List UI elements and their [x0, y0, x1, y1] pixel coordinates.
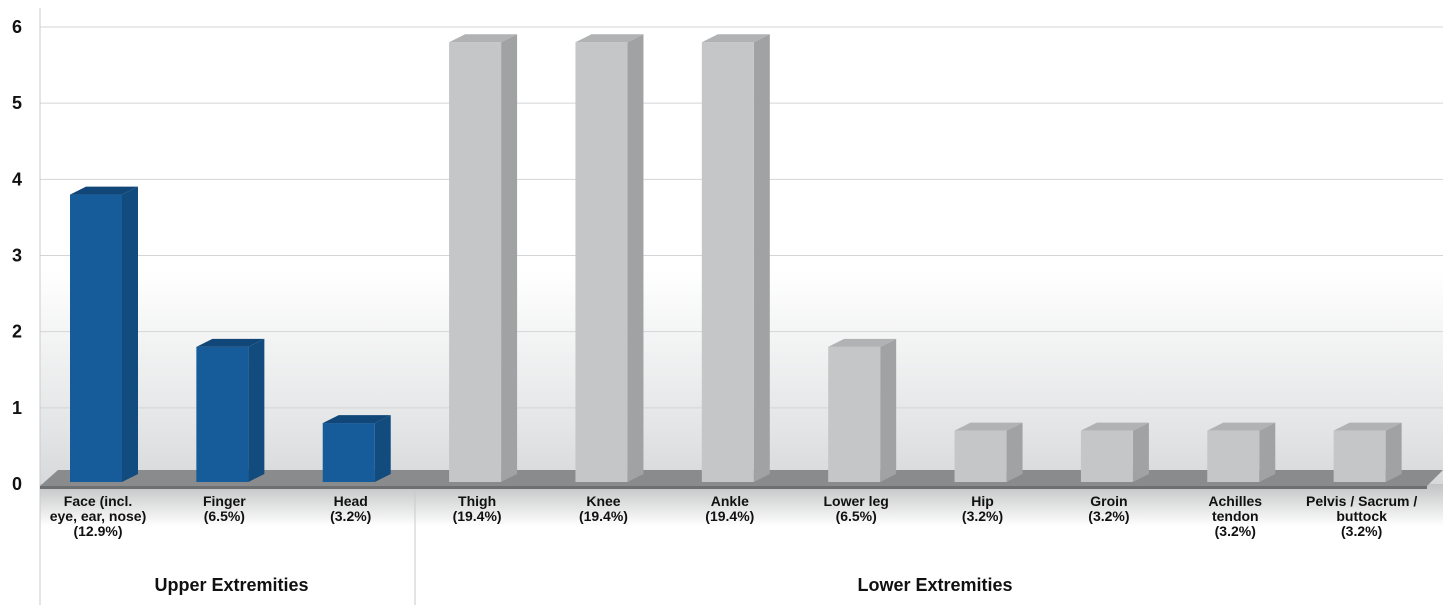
bar-front	[1333, 430, 1386, 482]
group-label-upper: Upper Extremities	[154, 575, 308, 595]
floor-edge	[40, 486, 1427, 489]
y-axis-labels: 0 1 2 3 4 5 6	[12, 17, 22, 494]
bar	[1207, 422, 1276, 482]
bar-top	[1207, 422, 1276, 431]
x-tick-label: (6.5%)	[836, 508, 877, 524]
bar	[828, 338, 897, 482]
bar	[70, 186, 138, 483]
bar-top	[954, 422, 1023, 431]
category-area	[40, 484, 1443, 605]
bar-top	[575, 34, 644, 43]
bar	[322, 415, 391, 482]
bar	[1333, 422, 1402, 482]
y-tick-label: 0	[12, 474, 22, 494]
x-tick-label: (3.2%)	[962, 508, 1003, 524]
bar-top	[701, 34, 770, 43]
bar	[449, 34, 518, 482]
x-tick-label: (19.4%)	[705, 508, 754, 524]
x-tick-label: tendon	[1212, 508, 1259, 524]
x-tick-label: Head	[334, 493, 368, 509]
bar-top	[70, 186, 138, 195]
bar-top	[1080, 422, 1149, 431]
bar-top	[828, 338, 897, 347]
x-tick-label: (3.2%)	[1088, 508, 1129, 524]
bar-side	[1132, 422, 1149, 482]
bar	[1080, 422, 1149, 482]
bar-top	[449, 34, 518, 43]
bar-side	[122, 186, 138, 483]
bar-side	[753, 34, 770, 482]
bar-front	[322, 423, 375, 482]
bar-front	[954, 430, 1007, 482]
bar-front	[1207, 430, 1260, 482]
x-tick-label: Pelvis / Sacrum /	[1306, 493, 1417, 509]
bar-top	[1333, 422, 1402, 431]
bars	[70, 34, 1402, 483]
bar-top	[322, 415, 391, 424]
bar-front	[196, 346, 249, 482]
bar	[196, 338, 265, 482]
y-tick-label: 3	[12, 246, 22, 266]
x-tick-label: Ankle	[711, 493, 749, 509]
x-tick-label: Groin	[1090, 493, 1127, 509]
x-tick-label: Achilles	[1208, 493, 1262, 509]
x-tick-label: (6.5%)	[204, 508, 245, 524]
bar	[575, 34, 644, 482]
bar-side	[627, 34, 644, 482]
x-tick-label: buttock	[1336, 508, 1387, 524]
group-labels: Upper Extremities Lower Extremities	[154, 575, 1012, 595]
x-tick-label: Knee	[586, 493, 620, 509]
x-tick-label: Thigh	[458, 493, 496, 509]
x-tick-label: (3.2%)	[1341, 523, 1382, 539]
x-tick-label: (19.4%)	[579, 508, 628, 524]
bar-side	[880, 338, 897, 482]
bar-top	[196, 338, 265, 347]
x-tick-label: Hip	[971, 493, 994, 509]
x-tick-label: Face (incl.	[64, 493, 132, 509]
bar-side	[1259, 422, 1276, 482]
y-tick-label: 4	[12, 169, 22, 189]
bar-front	[828, 346, 881, 482]
bar-side	[1385, 422, 1402, 482]
group-label-lower: Lower Extremities	[857, 575, 1012, 595]
x-tick-label: (19.4%)	[453, 508, 502, 524]
x-tick-label: (3.2%)	[330, 508, 371, 524]
bar-side	[248, 338, 265, 482]
y-tick-label: 1	[12, 398, 22, 418]
bar-side	[501, 34, 518, 482]
y-tick-label: 6	[12, 17, 22, 37]
bar-side	[374, 415, 391, 482]
x-tick-label: Finger	[203, 493, 246, 509]
x-axis-labels: Face (incl.eye, ear, nose)(12.9%)Finger(…	[50, 493, 1418, 539]
bar-front	[575, 42, 628, 482]
x-tick-label: (3.2%)	[1215, 523, 1256, 539]
x-tick-label: eye, ear, nose)	[50, 508, 147, 524]
bar-front	[70, 194, 122, 483]
y-tick-label: 5	[12, 93, 22, 113]
bar-front	[1080, 430, 1133, 482]
x-tick-label: (12.9%)	[73, 523, 122, 539]
y-tick-label: 2	[12, 322, 22, 342]
bar	[954, 422, 1023, 482]
bar-front	[701, 42, 754, 482]
bar-front	[449, 42, 502, 482]
x-tick-label: Lower leg	[824, 493, 889, 509]
bar	[701, 34, 770, 482]
bar-side	[1006, 422, 1023, 482]
